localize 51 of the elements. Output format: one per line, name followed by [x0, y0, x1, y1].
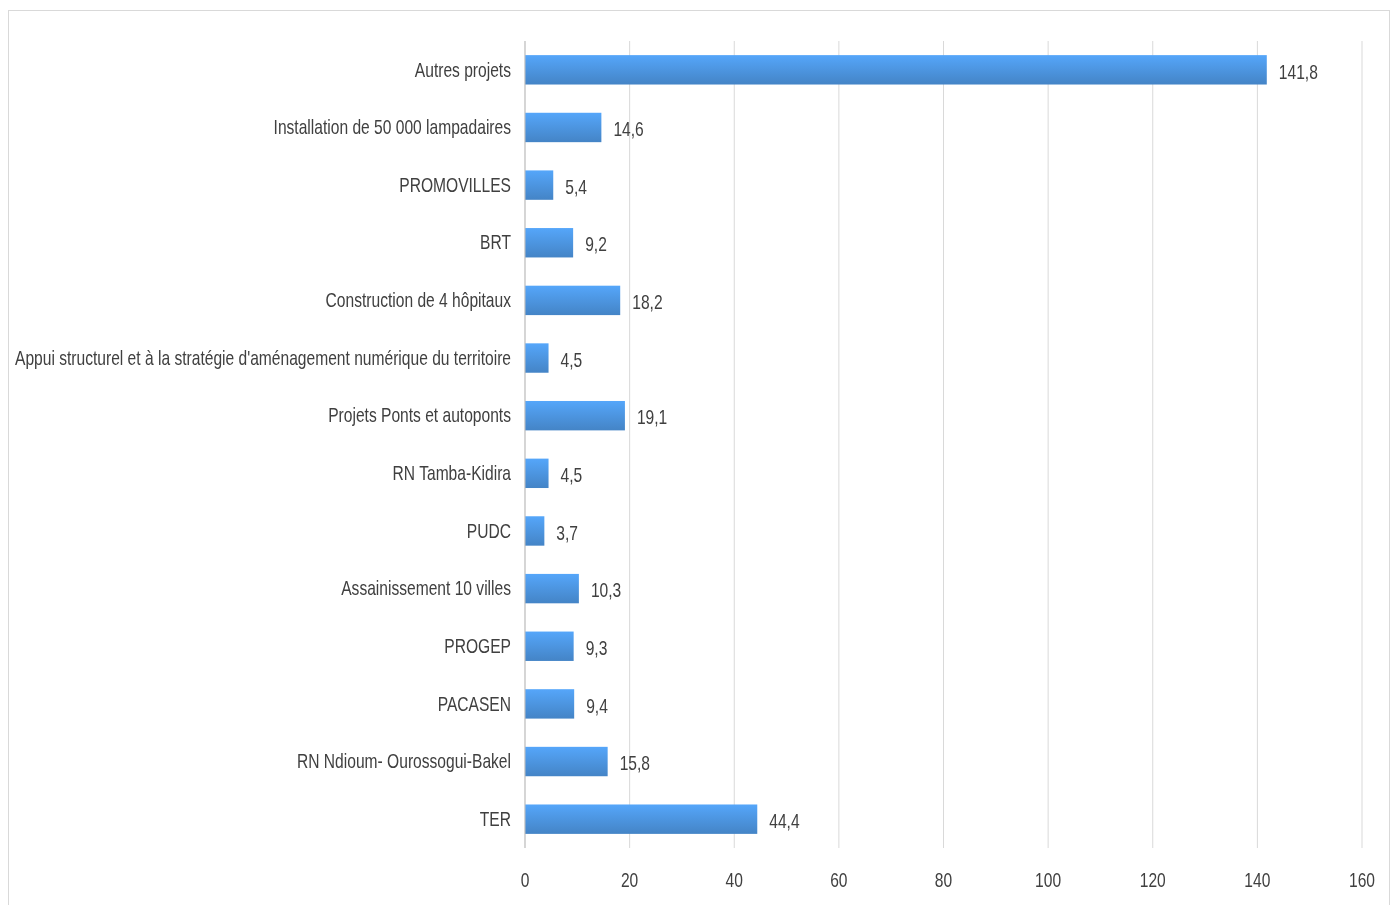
- y-tick-label: PACASEN: [437, 692, 511, 716]
- x-tick-label: 120: [1139, 868, 1166, 892]
- y-tick-label: PROMOVILLES: [399, 173, 512, 197]
- data-label: 18,2: [632, 291, 663, 314]
- data-label: 10,3: [590, 579, 622, 602]
- bar: [525, 228, 574, 258]
- bar: [525, 112, 602, 143]
- bar: [525, 631, 574, 661]
- x-tick-label: 60: [830, 868, 848, 892]
- bar: [525, 573, 579, 604]
- bar: [525, 516, 545, 546]
- y-tick-label: Installation de 50 000 lampadaires: [273, 116, 512, 139]
- data-label: 3,7: [556, 521, 579, 545]
- data-label: 19,1: [636, 406, 668, 429]
- data-label: 4,5: [560, 348, 583, 372]
- data-label: 15,8: [619, 752, 651, 775]
- x-tick-label: 40: [725, 868, 743, 892]
- data-label: 141,8: [1278, 60, 1318, 83]
- x-tick-label: 20: [620, 868, 639, 892]
- data-label: 5,4: [565, 175, 587, 199]
- y-tick-label: PROGEP: [444, 635, 512, 658]
- x-tick-label: 100: [1035, 868, 1062, 892]
- bar: [525, 343, 549, 373]
- y-tick-label: Appui structurel et à la stratégie d'aménagement numérique du territoire: [14, 346, 512, 370]
- data-label: 4,5: [560, 464, 583, 487]
- bar: [525, 689, 575, 719]
- data-label: 9,2: [585, 233, 607, 256]
- x-tick-label: 0: [520, 868, 530, 892]
- bar: [525, 285, 621, 316]
- bar: [525, 804, 758, 834]
- y-tick-label: Projets Ponts et autoponts: [328, 404, 512, 427]
- y-tick-label: TER: [479, 808, 512, 831]
- data-label: 9,3: [585, 637, 608, 660]
- x-tick-label: 140: [1244, 868, 1271, 892]
- y-tick-label: RN Tamba-Kidira: [392, 462, 512, 485]
- bar: [525, 746, 608, 777]
- y-tick-label: Construction de 4 hôpitaux: [325, 289, 512, 312]
- data-label: 9,4: [586, 694, 608, 718]
- y-tick-label: Autres projets: [414, 58, 512, 81]
- y-tick-label: RN Ndioum- Ourossogui-Bakel: [297, 750, 511, 773]
- x-tick-label: 80: [934, 868, 953, 892]
- data-label: 44,4: [769, 810, 800, 833]
- bar: [525, 458, 549, 489]
- data-label: 14,6: [613, 118, 644, 141]
- y-tick-label: Assainissement 10 villes: [341, 577, 512, 600]
- x-tick-label: 160: [1348, 868, 1376, 892]
- bar: [525, 55, 1267, 85]
- y-tick-label: PUDC: [466, 519, 512, 543]
- y-tick-label: BRT: [480, 231, 512, 254]
- bar: [525, 400, 625, 431]
- bar: [525, 170, 554, 200]
